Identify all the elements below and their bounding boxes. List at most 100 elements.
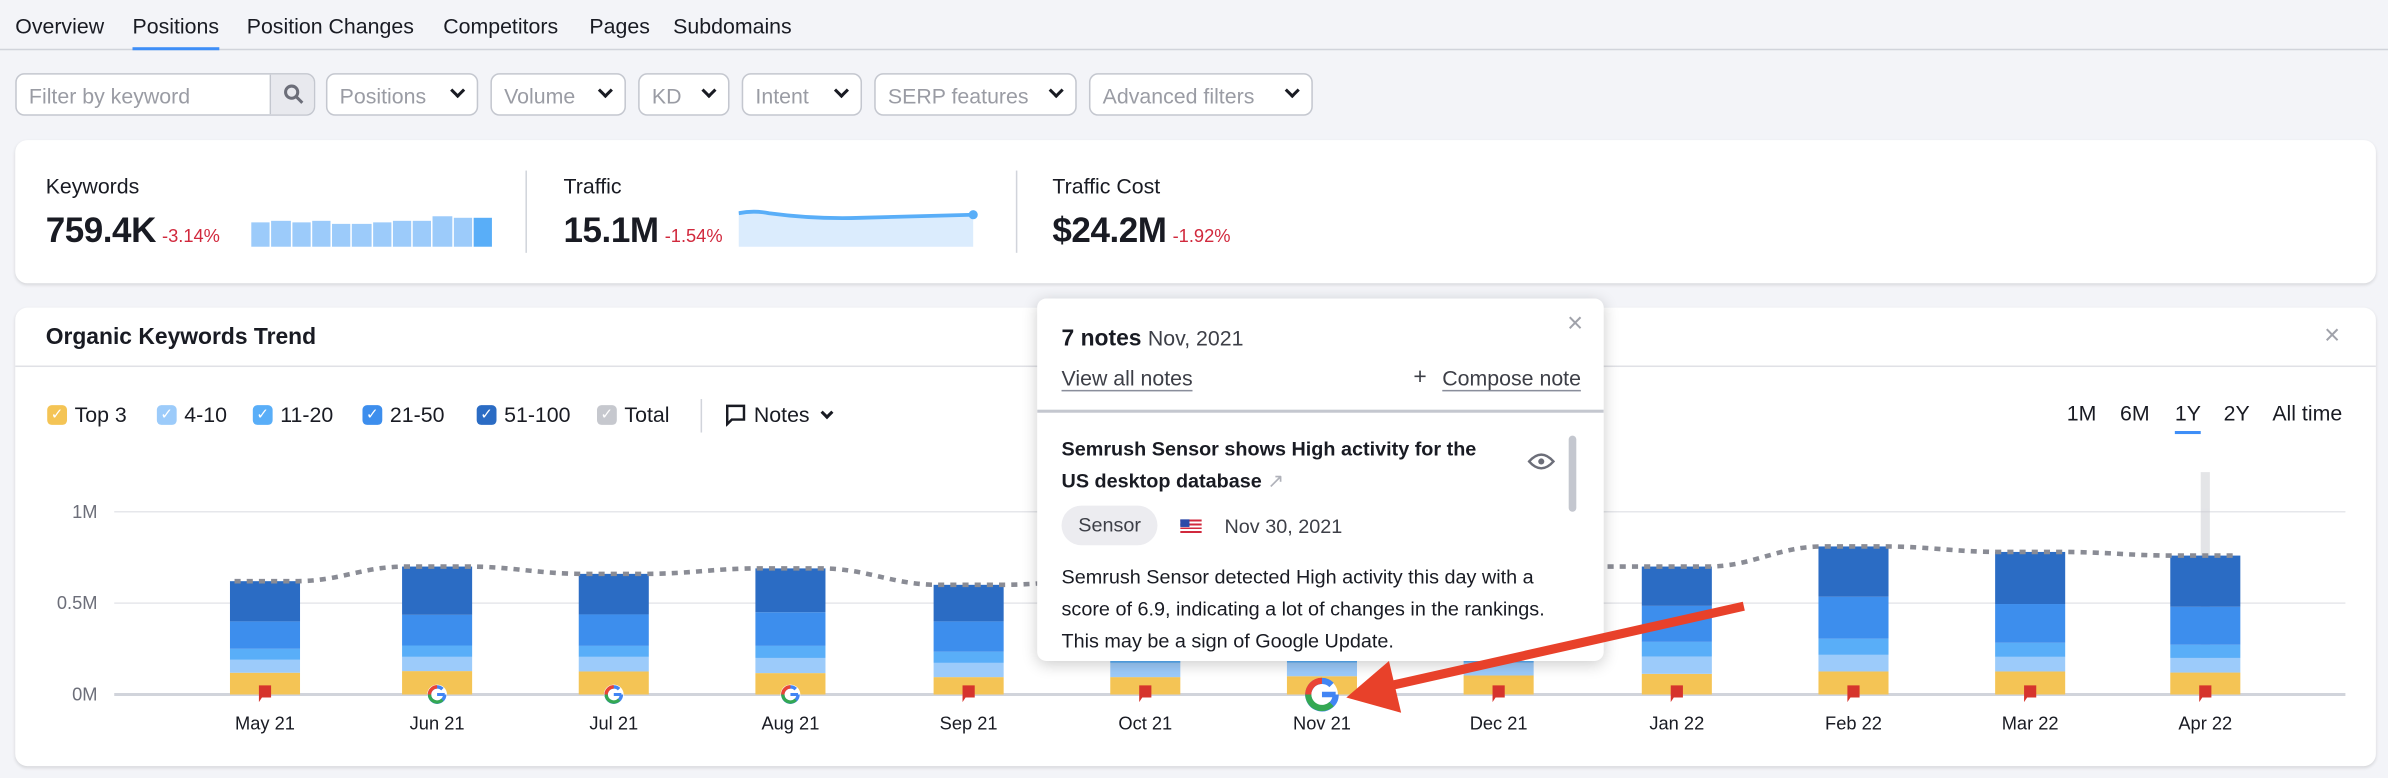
bar-segment-top-3[interactable] (578, 671, 649, 695)
serp-features-filter-dropdown[interactable]: SERP features (874, 73, 1077, 116)
checkbox-checked-icon[interactable]: ✓ (597, 404, 617, 425)
note-flag-icon[interactable] (1847, 685, 1860, 703)
checkbox-checked-icon[interactable]: ✓ (156, 404, 177, 425)
bar-segment-4-10[interactable] (1286, 662, 1357, 677)
bar-segment-51-100[interactable] (1995, 551, 2066, 605)
checkbox-checked-icon[interactable]: ✓ (362, 404, 383, 425)
bar-segment-top-3[interactable] (1818, 671, 1889, 695)
bar-segment-51-100[interactable] (1818, 546, 1889, 597)
range-2y[interactable]: 2Y (2223, 400, 2250, 425)
google-update-icon[interactable] (603, 684, 624, 705)
bar-segment-top-3[interactable] (2170, 672, 2241, 695)
notes-dropdown[interactable]: Notes (725, 402, 833, 426)
legend-total[interactable]: ✓ Total (597, 402, 669, 426)
bar-segment-21-50[interactable] (1818, 596, 1889, 639)
bar-segment-4-10[interactable] (229, 659, 301, 673)
scrollbar[interactable] (1568, 435, 1577, 512)
bar-segment-51-100[interactable] (755, 568, 826, 613)
positions-filter-dropdown[interactable]: Positions (325, 73, 479, 116)
legend-51-100[interactable]: ✓ 51-100 (476, 402, 571, 426)
bar-segment-4-10[interactable] (1641, 656, 1712, 674)
tab-subdomains[interactable]: Subdomains (673, 13, 792, 39)
bar-segment-21-50[interactable] (755, 612, 826, 646)
bar-segment-21-50[interactable] (578, 614, 649, 646)
bar-segment-4-10[interactable] (2170, 657, 2241, 673)
bar-segment-11-20[interactable] (755, 645, 826, 658)
advanced-filters-filter-dropdown[interactable]: Advanced filters (1088, 73, 1313, 116)
bar-segment-4-10[interactable] (1995, 656, 2066, 672)
external-link-icon[interactable]: ↗ (1267, 469, 1284, 492)
note-flag-icon[interactable] (2199, 685, 2212, 703)
checkbox-checked-icon[interactable]: ✓ (47, 404, 68, 425)
intent-filter-dropdown[interactable]: Intent (741, 73, 863, 116)
legend-4-10[interactable]: ✓ 4-10 (156, 402, 227, 426)
bar-segment-11-20[interactable] (1818, 638, 1889, 655)
bar-segment-11-20[interactable] (578, 645, 649, 657)
note-flag-icon[interactable] (2024, 685, 2037, 703)
tab-positions[interactable]: Positions (132, 13, 220, 51)
view-all-notes-link[interactable]: View all notes (1061, 365, 1193, 392)
bar-segment-21-50[interactable] (402, 614, 473, 646)
google-update-icon[interactable] (1305, 677, 1339, 712)
bar-segment-21-50[interactable] (229, 621, 301, 649)
eye-icon[interactable] (1527, 452, 1555, 470)
bar-segment-51-100[interactable] (402, 566, 473, 615)
bar-segment-4-10[interactable] (578, 656, 649, 672)
bar-segment-top-3[interactable] (402, 671, 473, 695)
bar-segment-11-20[interactable] (1641, 641, 1712, 657)
range-all-time[interactable]: All time (2272, 400, 2343, 425)
bar-segment-51-100[interactable] (1641, 566, 1712, 606)
bar-segment-4-10[interactable] (933, 662, 1004, 678)
compose-note-link[interactable]: Compose note (1442, 365, 1581, 392)
bar-segment-11-20[interactable] (402, 645, 473, 657)
bar-segment-51-100[interactable] (2170, 555, 2241, 607)
range-1y[interactable]: 1Y (2174, 401, 2201, 435)
bar-segment-4-10[interactable] (755, 657, 826, 674)
kd-filter-dropdown[interactable]: KD (638, 73, 730, 116)
note-flag-icon[interactable] (962, 685, 975, 703)
keyword-filter-input[interactable]: Filter by keyword (15, 73, 316, 116)
legend-11-20[interactable]: ✓ 11-20 (252, 402, 333, 426)
note-flag-icon[interactable] (258, 685, 272, 703)
tab-pages[interactable]: Pages (589, 13, 650, 39)
bar-segment-4-10[interactable] (1110, 662, 1181, 678)
google-update-icon[interactable] (780, 684, 801, 705)
bar-segment-51-100[interactable] (933, 584, 1004, 622)
close-popup-icon[interactable]: × (1567, 307, 1584, 339)
bar-segment-21-50[interactable] (1641, 605, 1712, 642)
checkbox-checked-icon[interactable]: ✓ (476, 404, 497, 425)
volume-filter-dropdown[interactable]: Volume (490, 73, 626, 116)
bar-segment-51-100[interactable] (229, 581, 301, 622)
legend-top-3[interactable]: ✓ Top 3 (47, 402, 127, 426)
bar-segment-21-50[interactable] (933, 621, 1004, 652)
legend-21-50[interactable]: ✓ 21-50 (362, 402, 444, 426)
checkbox-checked-icon[interactable]: ✓ (252, 404, 273, 425)
note-flag-icon[interactable] (1139, 685, 1152, 703)
bar-segment-21-50[interactable] (1995, 604, 2066, 643)
bar-segment-21-50[interactable] (2170, 606, 2241, 645)
bar-segment-4-10[interactable] (1818, 654, 1889, 672)
tab-position-changes[interactable]: Position Changes (246, 13, 414, 39)
spark-bar (251, 222, 270, 247)
bar-segment-11-20[interactable] (229, 648, 301, 660)
bar-segment-51-100[interactable] (578, 573, 649, 615)
summary-card: Keywords 759.4K -3.14% Traffic 15.1M -1.… (15, 140, 2376, 284)
bar-segment-top-3[interactable] (755, 673, 826, 695)
google-update-icon[interactable] (427, 684, 448, 705)
note-title-text[interactable]: Semrush Sensor shows High activity for t… (1061, 437, 1477, 492)
tab-competitors[interactable]: Competitors (443, 13, 559, 39)
close-card-icon[interactable]: × (2324, 319, 2341, 351)
bar-segment-4-10[interactable] (402, 656, 473, 672)
bar-segment-11-20[interactable] (1995, 642, 2066, 657)
tab-overview[interactable]: Overview (15, 13, 105, 39)
note-flag-icon[interactable] (1670, 685, 1683, 703)
range-1m[interactable]: 1M (2066, 400, 2097, 425)
bar-segment-11-20[interactable] (2170, 644, 2241, 658)
note-flag-icon[interactable] (1492, 685, 1505, 703)
bar-segment-top-3[interactable] (229, 672, 301, 695)
search-button[interactable] (269, 74, 314, 115)
bar-segment-top-3[interactable] (1995, 671, 2066, 695)
bar-segment-4-10[interactable] (1463, 662, 1534, 676)
bar-segment-11-20[interactable] (933, 651, 1004, 663)
range-6m[interactable]: 6M (2120, 400, 2150, 425)
